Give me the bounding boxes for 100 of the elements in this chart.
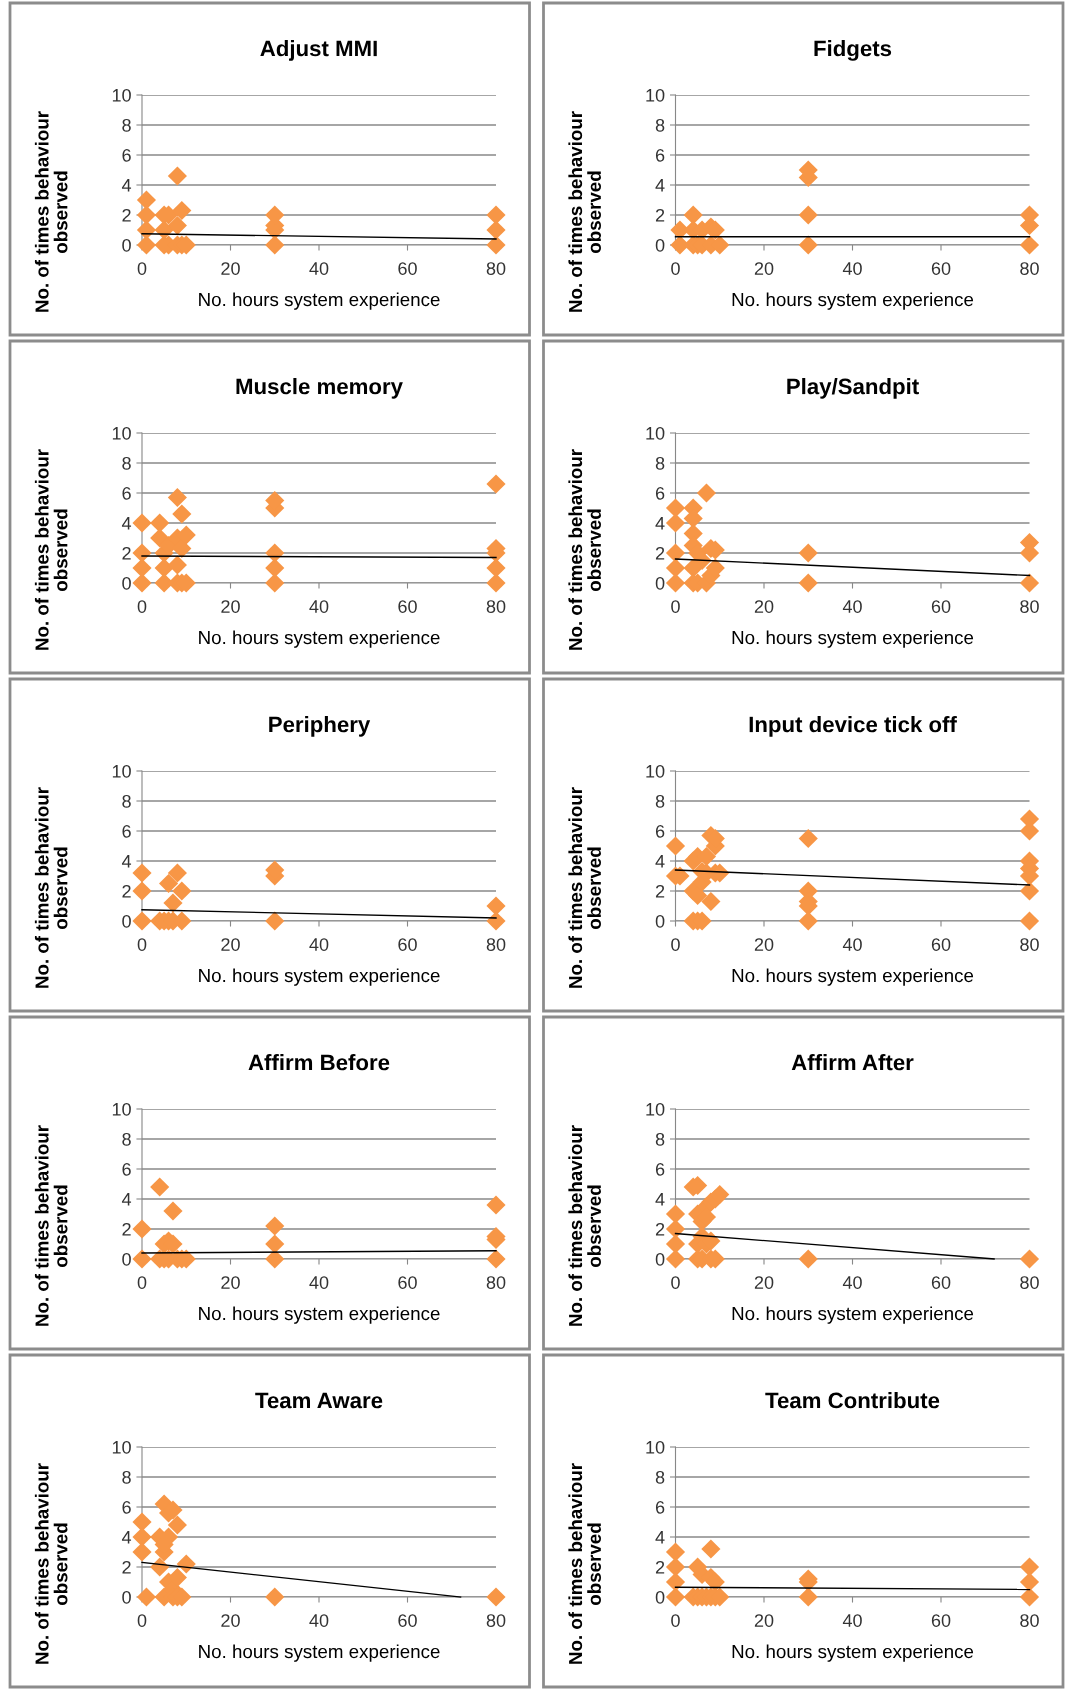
x-tick-label: 0 [137, 262, 147, 275]
y-tick-label: 6 [122, 148, 131, 162]
x-tick-label: 0 [671, 1614, 680, 1627]
x-tick-label: 20 [754, 938, 774, 951]
y-tick-label: 4 [655, 179, 665, 192]
x-tick-label: 0 [137, 1614, 147, 1627]
y-tick-label: 0 [655, 914, 665, 928]
chart-title: Play/Sandpit [787, 378, 919, 399]
x-tick-label: 80 [1020, 938, 1039, 951]
x-tick-label: 80 [486, 600, 506, 613]
x-tick-label: 80 [486, 262, 506, 275]
y-tick-label: 6 [122, 486, 131, 500]
x-tick-label: 80 [486, 938, 506, 951]
y-tick-label: 6 [655, 148, 665, 162]
x-tick-label: 60 [398, 1614, 417, 1627]
y-tick-label: 10 [112, 764, 131, 778]
y-tick-label: 2 [122, 1560, 131, 1574]
x-axis-title: No. hours system experience [732, 630, 974, 648]
x-tick-label: 20 [754, 600, 774, 613]
x-tick-label: 40 [309, 1614, 329, 1627]
y-axis-title: No. of times behaviour observed [34, 1463, 68, 1664]
x-tick-label: 40 [842, 600, 862, 613]
x-tick-label: 40 [309, 1276, 329, 1289]
x-tick-label: 80 [1020, 1276, 1039, 1289]
y-axis-title: No. of times behaviour observed [34, 787, 68, 988]
y-tick-label: 10 [646, 426, 665, 440]
y-tick-label: 2 [122, 208, 131, 222]
chart-title: Input device tick off [749, 716, 957, 737]
chart-title: Team Aware [255, 1392, 383, 1409]
y-tick-label: 10 [646, 1102, 665, 1116]
y-tick-label: 10 [112, 1440, 131, 1454]
chart-title: Affirm After [791, 1054, 914, 1071]
y-tick-label: 2 [122, 884, 131, 898]
y-axis-title: No. of times behaviour observed [568, 1125, 601, 1326]
x-tick-label: 60 [398, 600, 417, 613]
y-tick-label: 8 [655, 794, 665, 808]
x-tick-label: 40 [842, 1614, 862, 1627]
chart-title: Adjust MMI [260, 40, 377, 61]
x-tick-label: 20 [221, 938, 240, 951]
y-tick-label: 4 [121, 517, 132, 530]
y-tick-label: 6 [655, 1162, 665, 1176]
y-tick-label: 4 [121, 179, 132, 192]
y-tick-label: 4 [655, 517, 665, 530]
y-tick-label: 4 [655, 1531, 665, 1544]
y-tick-label: 6 [655, 1500, 665, 1514]
chart-title: Affirm Before [248, 1054, 390, 1071]
x-tick-label: 20 [754, 1276, 774, 1289]
x-tick-label: 20 [221, 1614, 240, 1627]
y-tick-label: 4 [121, 1531, 132, 1544]
y-tick-label: 2 [655, 1560, 665, 1574]
x-tick-label: 0 [671, 938, 680, 951]
y-tick-label: 6 [122, 824, 131, 838]
y-tick-label: 8 [122, 1470, 131, 1484]
y-tick-label: 6 [655, 824, 665, 838]
x-axis-title: No. hours system experience [732, 292, 974, 310]
x-tick-label: 40 [309, 262, 329, 275]
x-tick-label: 40 [842, 938, 862, 951]
y-axis-title: No. of times behaviour observed [34, 111, 68, 312]
y-tick-label: 0 [122, 238, 131, 252]
y-tick-label: 6 [122, 1500, 131, 1514]
x-tick-label: 0 [671, 600, 680, 613]
x-tick-label: 80 [1020, 1614, 1039, 1627]
x-tick-label: 60 [931, 1614, 951, 1627]
x-tick-label: 60 [931, 262, 951, 275]
y-tick-label: 0 [655, 238, 665, 252]
y-tick-label: 8 [655, 1132, 665, 1146]
y-tick-label: 0 [122, 1252, 131, 1266]
y-tick-label: 2 [655, 884, 665, 898]
y-axis-title: No. of times behaviour observed [568, 787, 601, 988]
x-tick-label: 80 [1020, 600, 1039, 613]
x-axis-title: No. hours system experience [732, 1306, 974, 1324]
x-tick-label: 60 [398, 938, 417, 951]
x-tick-label: 20 [754, 1614, 774, 1627]
x-axis-title: No. hours system experience [199, 968, 440, 986]
y-axis-title: No. of times behaviour observed [568, 1463, 601, 1664]
x-tick-label: 0 [137, 1276, 147, 1289]
y-tick-label: 10 [646, 764, 665, 778]
y-tick-label: 8 [122, 456, 131, 470]
y-tick-label: 10 [112, 1102, 131, 1116]
x-axis-title: No. hours system experience [732, 968, 974, 986]
y-tick-label: 0 [122, 576, 131, 590]
chart-title: Periphery [269, 716, 371, 737]
x-tick-label: 0 [671, 262, 680, 275]
x-tick-label: 0 [671, 1276, 680, 1289]
x-axis-title: No. hours system experience [732, 1644, 974, 1662]
y-tick-label: 0 [655, 576, 665, 590]
y-tick-label: 8 [655, 118, 665, 132]
y-tick-label: 0 [122, 1590, 131, 1604]
x-tick-label: 40 [842, 1276, 862, 1289]
x-tick-label: 60 [931, 1276, 951, 1289]
y-axis-title: No. of times behaviour observed [34, 1125, 68, 1326]
y-tick-label: 8 [122, 118, 131, 132]
y-tick-label: 4 [121, 1193, 132, 1206]
y-tick-label: 8 [122, 794, 131, 808]
y-tick-label: 10 [646, 88, 665, 102]
y-axis-title: No. of times behaviour observed [568, 449, 601, 650]
x-tick-label: 60 [398, 262, 417, 275]
y-tick-label: 10 [112, 426, 131, 440]
y-tick-label: 10 [112, 88, 131, 102]
x-tick-label: 20 [221, 262, 240, 275]
